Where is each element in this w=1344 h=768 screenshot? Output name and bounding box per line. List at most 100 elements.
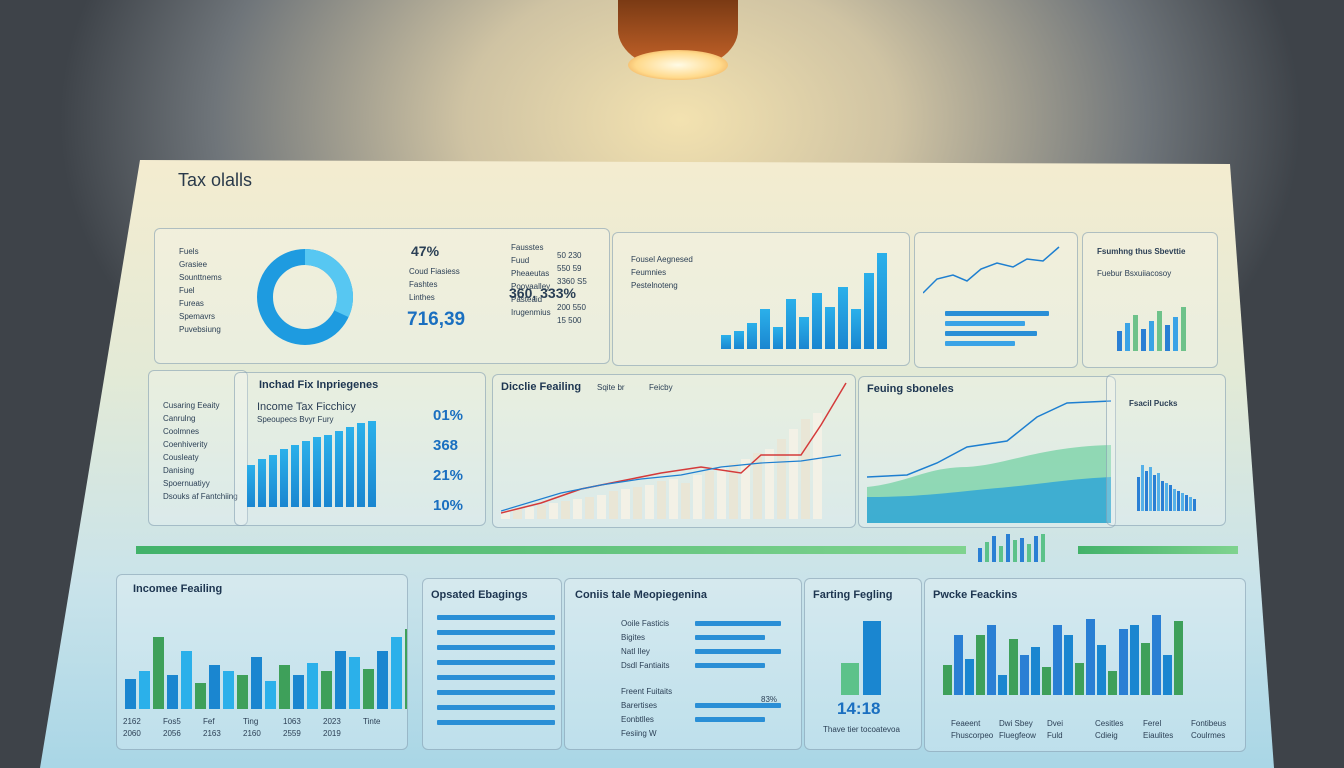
- bar: [1161, 481, 1164, 511]
- bar: [978, 548, 982, 562]
- bar: [1165, 325, 1170, 351]
- bar: [1075, 663, 1084, 695]
- bar: [561, 501, 570, 519]
- details-panel: Fsacil Pucks: [1106, 374, 1226, 526]
- bar: [125, 679, 136, 709]
- bar: [705, 471, 714, 519]
- bar: [734, 331, 744, 349]
- bar: [943, 665, 952, 695]
- bar: [1141, 329, 1146, 351]
- bar-chart: [247, 421, 376, 507]
- bar: [1108, 671, 1117, 695]
- axis-tick: 1063: [283, 717, 301, 726]
- group-label: Eiaulites: [1143, 731, 1174, 740]
- bar: [1189, 497, 1192, 511]
- bar: [1185, 495, 1188, 511]
- donut-chart: [257, 249, 353, 345]
- progress-label: Natl Iley: [621, 647, 650, 656]
- bar: [954, 635, 963, 695]
- bar: [307, 663, 318, 709]
- bar: [621, 489, 630, 519]
- bar: [1125, 323, 1130, 351]
- progress-bar: [695, 635, 765, 640]
- category-list-panel: Cusaring Eeaity Canrulng Coolmnes Coenhiver…: [148, 370, 248, 526]
- bar: [153, 637, 164, 709]
- bar: [987, 625, 996, 695]
- trend-line: [923, 246, 1060, 294]
- hbar: [437, 675, 555, 680]
- legend-item: Fuels: [179, 247, 199, 256]
- bar: [864, 273, 874, 349]
- summary-panel: 47% 716,39 360, 333% Fuels Grasiee Sounttn…: [154, 228, 610, 364]
- bar: [573, 499, 582, 519]
- bar: [405, 629, 407, 709]
- mini-bars-panel: Fsumhng thus Sbevttie Fuebur Bsxuiiacoso…: [1082, 232, 1218, 368]
- line-chart-panel: [914, 232, 1078, 368]
- bar: [525, 507, 534, 519]
- row-label: Irugenmius: [511, 308, 551, 317]
- group-label: Cesitles: [1095, 719, 1124, 728]
- row-value: 50 230: [557, 251, 582, 260]
- bar: [645, 485, 654, 519]
- area-chart-panel: Feuing sboneles: [858, 376, 1116, 528]
- bar: [181, 651, 192, 709]
- category-item: Spoernuatiyy: [163, 479, 210, 488]
- bar: [1117, 331, 1122, 351]
- bar-chart: [1117, 293, 1186, 351]
- row-label: Fausstes: [511, 243, 544, 252]
- ceiling-lamp: [618, 0, 738, 84]
- hbar: [437, 720, 555, 725]
- bar: [1006, 534, 1010, 562]
- legend-item: Feumnies: [631, 268, 667, 277]
- bar: [747, 323, 757, 349]
- bar: [167, 675, 178, 709]
- panel-title: Feuing sboneles: [867, 383, 954, 395]
- bar: [1169, 485, 1172, 511]
- category-item: Danising: [163, 466, 195, 475]
- percent-label: 01%: [433, 407, 464, 424]
- group-label: Feaeent: [951, 719, 981, 728]
- bar: [1086, 619, 1095, 695]
- bar: [363, 669, 374, 709]
- legend-item: Feicby: [649, 383, 673, 392]
- hbar: [437, 645, 555, 650]
- axis-tick: 2162: [123, 717, 141, 726]
- legend-item: Pestelnoteng: [631, 281, 678, 290]
- panel-title: Coniis tale Meopiegenina: [575, 589, 708, 601]
- bar: [1020, 655, 1029, 695]
- bar: [1137, 477, 1140, 511]
- bar: [585, 497, 594, 519]
- panel-title: Dicclie Feailing: [501, 381, 582, 393]
- bar: [999, 546, 1003, 562]
- bar: [1027, 544, 1031, 562]
- panel-title: Opsated Ebagings: [431, 589, 528, 601]
- combo-chart-panel: Dicclie Feailing Sqite br Feicby: [492, 374, 856, 528]
- hbar: [437, 705, 555, 710]
- row-value: 3360 S5: [557, 277, 587, 286]
- percent-label: 83%: [761, 695, 778, 704]
- row-value: 550 59: [557, 264, 582, 273]
- bar: [335, 651, 346, 709]
- panel-title: Incomee Feailing: [133, 583, 223, 595]
- axis-tick: Fos5: [163, 717, 181, 726]
- percent-label: 21%: [433, 467, 464, 484]
- bar: [269, 455, 277, 507]
- bar: [1009, 639, 1018, 695]
- group-label: Fluegfeow: [999, 731, 1036, 740]
- stat-percent: 47%: [411, 243, 440, 259]
- bar: [139, 671, 150, 709]
- row-label: Poovaalley: [511, 282, 551, 291]
- category-item: Canrulng: [163, 414, 196, 423]
- bar: [1181, 493, 1184, 511]
- bar-chart: [721, 251, 887, 349]
- bar: [258, 459, 266, 507]
- arrow-bars: [978, 532, 1045, 562]
- row-value: 200 550: [557, 303, 586, 312]
- category-item: Dsouks af Fantchiing: [163, 492, 238, 501]
- bar: [1157, 473, 1160, 511]
- bar: [279, 665, 290, 709]
- legend-item: Fureas: [179, 299, 204, 308]
- progress-label: Barertises: [621, 701, 658, 710]
- bar-chart: [501, 405, 822, 519]
- bar: [812, 293, 822, 349]
